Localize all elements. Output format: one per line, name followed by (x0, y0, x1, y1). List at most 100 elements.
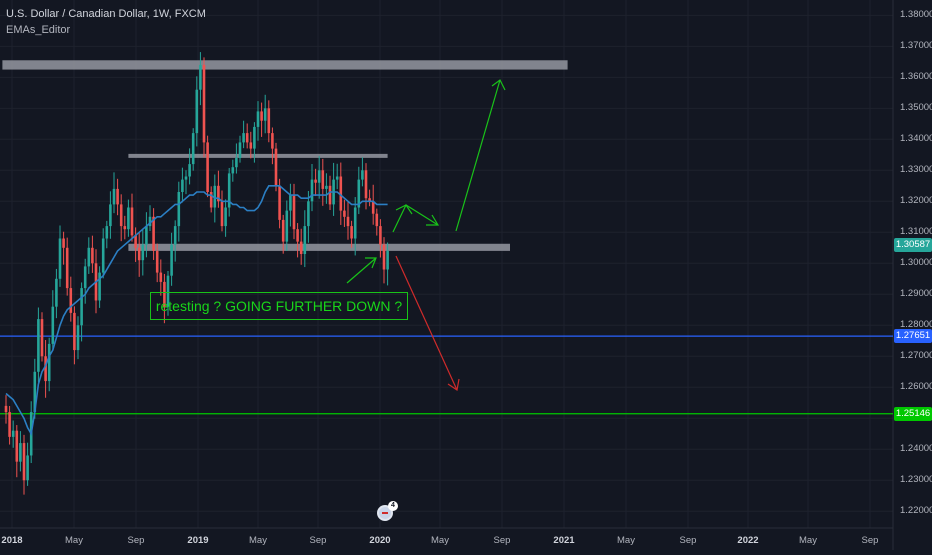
candle-body (206, 142, 209, 193)
target-up-arrow-head (491, 79, 506, 91)
candle-body (148, 216, 152, 227)
candle-body (202, 64, 206, 143)
candle-body (101, 238, 105, 273)
candle-body (217, 185, 220, 202)
candle-body (317, 170, 321, 183)
candle-body (91, 247, 94, 264)
price-tick-label: 1.24000 (900, 443, 932, 455)
candle-body (141, 244, 145, 261)
annotation-text-box[interactable]: retesting ? GOING FURTHER DOWN ? (150, 292, 408, 320)
price-tick-label: 1.29000 (900, 288, 932, 300)
price-label-badge: 1.27651 (894, 329, 932, 344)
time-tick-label: May (431, 535, 449, 546)
price-tick-label: 1.26000 (900, 381, 932, 393)
candle-body (127, 207, 130, 230)
candle-body (310, 179, 314, 202)
candle-body (371, 201, 375, 214)
candle-body (8, 412, 11, 437)
price-tick-label: 1.38000 (900, 9, 932, 21)
candle-body (62, 238, 65, 248)
candle-body (188, 164, 191, 177)
candle-body (69, 288, 73, 313)
candle-body (292, 195, 296, 230)
candle-body (281, 219, 285, 242)
ema-line (5, 185, 388, 437)
candle-body (195, 89, 199, 134)
time-tick-label: Sep (493, 535, 511, 546)
candle-body (166, 275, 170, 307)
event-count-badge: 4 (388, 501, 398, 511)
time-tick-label: 2022 (737, 535, 759, 546)
candle-body (58, 238, 62, 279)
candle-body (26, 455, 29, 481)
candle-body (346, 216, 350, 227)
candle-body (181, 179, 184, 193)
price-tick-label: 1.22000 (900, 505, 932, 517)
candle-body (213, 185, 217, 208)
candle-body (152, 216, 155, 251)
candle-body (87, 247, 91, 267)
candle-body (274, 148, 278, 186)
candle-body (227, 173, 231, 208)
time-tick-label: 2021 (553, 535, 575, 546)
candle-body (98, 272, 101, 301)
retest-arrow-head (365, 257, 377, 269)
price-tick-label: 1.28000 (900, 319, 932, 331)
candle-body (339, 176, 343, 211)
time-tick-label: 2019 (187, 535, 209, 546)
candle-body (15, 430, 19, 462)
price-tick-label: 1.31000 (900, 226, 932, 238)
candle-body (325, 185, 328, 189)
candle-body (231, 167, 235, 174)
candle-body (235, 157, 238, 168)
candle-body (379, 226, 382, 245)
resistance-zone (2, 60, 568, 70)
candle-body (137, 247, 141, 261)
candle-body (289, 195, 292, 211)
candle-body (361, 170, 364, 180)
candle-body (105, 226, 109, 239)
candle-body (285, 210, 289, 242)
candle-body (76, 325, 80, 351)
candle-body (130, 207, 134, 236)
candle-body (123, 226, 127, 230)
indicator-label[interactable]: EMAs_Editor (6, 24, 71, 36)
time-tick-label: May (799, 535, 817, 546)
price-tick-label: 1.37000 (900, 40, 932, 52)
price-tick-label: 1.23000 (900, 474, 932, 486)
candle-body (328, 185, 332, 205)
candle-body (22, 443, 26, 481)
candle-body (65, 247, 69, 289)
candle-body (238, 142, 242, 158)
time-tick-label: May (617, 535, 635, 546)
time-tick-label: May (65, 535, 83, 546)
candle-body (249, 142, 253, 149)
time-tick-label: Sep (861, 535, 879, 546)
time-tick-label: 2020 (369, 535, 391, 546)
time-tick-label: May (249, 535, 267, 546)
target-down-arrow-head (447, 378, 460, 392)
target-up-arrow (455, 79, 501, 232)
bounce-arrow-head (395, 204, 440, 226)
candle-body (33, 371, 37, 413)
candle-body (267, 108, 271, 134)
candle-body (112, 188, 116, 205)
candle-body (119, 204, 123, 227)
time-tick-label: Sep (679, 535, 697, 546)
candle-body (209, 192, 213, 208)
candle-body (163, 281, 166, 307)
candle-body (159, 272, 163, 282)
candle-body (173, 226, 177, 245)
candle-body (4, 405, 8, 413)
candle-body (55, 278, 58, 307)
price-tick-label: 1.27000 (900, 350, 932, 362)
candle-body (44, 356, 47, 382)
target-down-arrow (395, 255, 458, 391)
candle-body (296, 229, 299, 242)
candle-body (353, 207, 357, 239)
candle-body (73, 312, 76, 351)
candle-body (350, 226, 353, 239)
candle-body (199, 64, 202, 90)
